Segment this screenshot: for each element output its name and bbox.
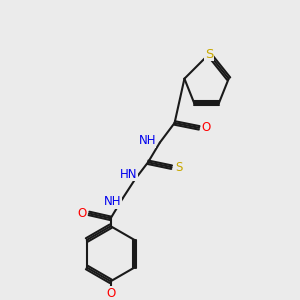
Text: NH: NH	[104, 195, 122, 208]
Text: S: S	[175, 161, 182, 174]
Text: NH: NH	[138, 134, 156, 147]
Text: HN: HN	[120, 168, 137, 181]
Text: O: O	[201, 122, 211, 134]
Text: O: O	[77, 207, 87, 220]
Text: S: S	[205, 48, 213, 61]
Text: O: O	[106, 286, 115, 300]
